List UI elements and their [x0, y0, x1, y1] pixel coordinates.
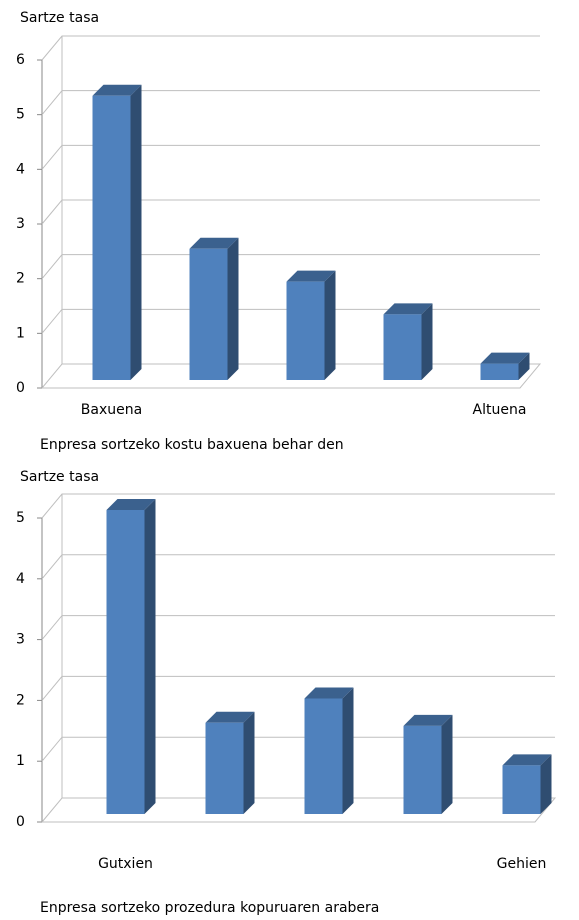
bar-side	[518, 352, 530, 380]
bar	[304, 687, 354, 814]
y-tick-label: 2	[16, 692, 25, 708]
bar-front	[403, 725, 442, 814]
bar-front	[304, 698, 343, 814]
grid-line	[41, 90, 540, 115]
bar	[189, 237, 239, 380]
bar-side	[144, 499, 156, 814]
x-axis-title: Enpresa sortzeko prozedura kopuruaren ar…	[40, 900, 379, 916]
y-tick-label: 4	[16, 161, 25, 177]
bar-top	[106, 499, 156, 510]
y-axis-title: Sartze tasa	[20, 10, 99, 26]
bar-side	[441, 714, 453, 814]
grid-line	[41, 554, 555, 580]
bar-front	[189, 248, 228, 380]
bar-front	[502, 765, 541, 814]
bar	[92, 84, 142, 380]
y-tick-label: 3	[16, 216, 25, 232]
bar	[286, 270, 336, 380]
x-tick-label: Baxuena	[81, 402, 142, 418]
bar-top	[480, 352, 530, 364]
grid-line	[41, 144, 540, 170]
bar	[502, 754, 552, 814]
bar-side	[243, 711, 255, 814]
bar-front	[286, 281, 325, 380]
y-tick-label: 1	[16, 325, 25, 341]
grid-line	[41, 675, 555, 701]
grid-line	[41, 35, 540, 61]
bar-top	[92, 84, 142, 96]
bar-top	[286, 270, 336, 282]
bar-front	[106, 510, 145, 814]
bar-front	[205, 722, 244, 814]
bar-top	[502, 754, 552, 766]
bar-front	[480, 363, 519, 380]
grid-line	[41, 493, 555, 519]
y-tick-label: 0	[16, 814, 25, 830]
grid-line	[41, 308, 540, 334]
bar-front	[92, 95, 131, 380]
y-axis-title: Sartze tasa	[20, 469, 99, 485]
x-tick-label: Gutxien	[98, 856, 153, 872]
grid-line	[41, 797, 555, 823]
y-tick-label: 0	[16, 380, 25, 396]
bar-top	[403, 714, 453, 726]
y-tick-label: 4	[16, 571, 25, 587]
x-tick-label: Altuena	[473, 402, 527, 418]
y-tick-label: 3	[16, 632, 25, 648]
y-tick-label: 1	[16, 753, 25, 769]
x-tick-label: Gehien	[497, 856, 547, 872]
x-axis-title: Enpresa sortzeko kostu baxuena behar den	[40, 437, 344, 453]
y-tick-label: 2	[16, 271, 25, 287]
bar-top	[383, 303, 433, 315]
bar-top	[304, 687, 354, 699]
bar	[106, 499, 156, 814]
bar	[383, 303, 433, 380]
grid-line	[41, 363, 540, 389]
bar-top	[189, 237, 239, 249]
bar-side	[342, 687, 354, 814]
bar	[205, 711, 255, 814]
bar	[480, 352, 530, 380]
grid-line	[41, 254, 540, 279]
y-tick-label: 5	[16, 107, 25, 123]
grid-line	[41, 199, 540, 225]
bar-side	[540, 754, 552, 814]
bar-front	[383, 314, 422, 380]
grid-line	[41, 615, 555, 640]
y-tick-label: 5	[16, 510, 25, 526]
y-tick-label: 6	[16, 52, 25, 68]
grid-line	[41, 736, 555, 762]
bar-top	[205, 711, 255, 723]
bar-side	[130, 84, 142, 380]
bar-side	[421, 303, 433, 380]
bar-side	[227, 237, 239, 380]
bar-side	[324, 270, 336, 380]
bar	[403, 714, 453, 814]
